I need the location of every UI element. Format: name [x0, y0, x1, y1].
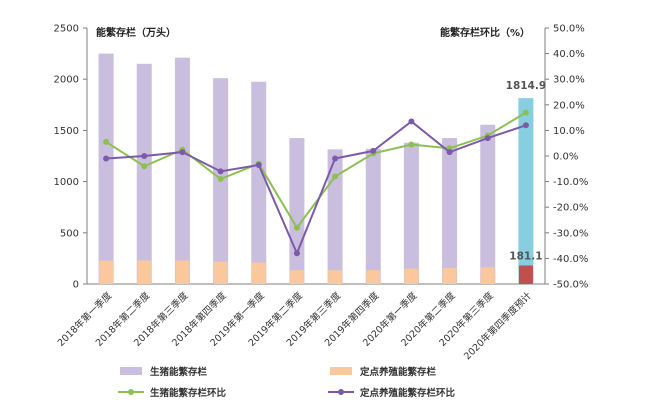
- legend-label: 定点养殖能繁存栏环比: [359, 387, 456, 399]
- mom-breeding-sow-point: [522, 109, 529, 116]
- mom-designated-farm-point: [293, 250, 300, 257]
- bar-designated-farm-stock: [518, 265, 533, 284]
- mom-designated-farm-point: [484, 135, 491, 142]
- left-tick-label: 500: [60, 228, 79, 239]
- bar-designated-farm-stock: [442, 268, 457, 284]
- bar-designated-farm-stock: [137, 260, 152, 284]
- bar-breeding-sow-stock: [251, 81, 267, 284]
- legend-label: 生猪能繁存栏环比: [150, 387, 227, 399]
- data-label-last-small-bar: 181.1: [509, 250, 542, 262]
- bar-breeding-sow-stock: [136, 63, 152, 285]
- category-label: 2020年第四季度预计: [461, 289, 534, 362]
- bar-breeding-sow-stock: [174, 57, 190, 284]
- bar-breeding-sow-stock: [365, 148, 381, 284]
- mom-breeding-sow-point: [217, 176, 224, 183]
- left-axis-title: 能繁存栏（万头）: [96, 26, 176, 39]
- data-label-last-bar: 1814.9: [506, 80, 547, 92]
- bar-designated-farm-stock: [480, 267, 495, 284]
- mom-designated-farm-line: [106, 120, 527, 256]
- bar-breeding-sow-stock: [289, 138, 305, 284]
- right-tick-label: -10.0%: [553, 177, 588, 188]
- bar-breeding-sow-stock: [518, 98, 534, 285]
- mom-designated-farm-point: [446, 149, 453, 156]
- legend-label: 生猪能繁存栏: [150, 366, 208, 378]
- mom-breeding-sow-line: [105, 111, 527, 230]
- right-axis-title: 能繁存栏环比（%）: [440, 26, 530, 39]
- bar-designated-farm-stock: [99, 260, 114, 284]
- right-tick-label: 40.0%: [553, 49, 585, 60]
- right-tick-label: 30.0%: [553, 75, 585, 86]
- mom-designated-farm-point: [370, 147, 377, 154]
- bar-breeding-sow-stock: [403, 142, 419, 284]
- mom-designated-farm-point: [217, 168, 224, 175]
- right-tick-label: 0.0%: [553, 152, 578, 163]
- right-tick-label: 50.0%: [553, 24, 585, 35]
- mom-designated-farm-point: [408, 118, 415, 125]
- bar-breeding-sow-stock: [98, 53, 114, 284]
- right-tick-label: 20.0%: [553, 100, 585, 111]
- mom-breeding-sow-point: [103, 138, 110, 145]
- right-tick-label: -50.0%: [553, 280, 588, 291]
- left-tick-label: 0: [73, 280, 79, 291]
- mom-breeding-sow-point: [408, 141, 415, 148]
- legend-swatch: [120, 367, 142, 375]
- mom-breeding-sow-point: [293, 224, 300, 231]
- mom-designated-farm-point: [332, 155, 339, 162]
- right-tick-label: -40.0%: [553, 254, 588, 265]
- left-tick-label: 1000: [54, 177, 79, 188]
- bar-breeding-sow-stock: [442, 138, 458, 284]
- bar-breeding-sow-stock: [480, 124, 496, 284]
- left-tick-label: 1500: [54, 126, 79, 137]
- bar-designated-farm-stock: [251, 262, 266, 284]
- legend-swatch: [330, 367, 352, 375]
- mom-designated-farm-point: [522, 122, 529, 129]
- mom-designated-farm-point: [179, 149, 186, 156]
- right-tick-label: 10.0%: [553, 126, 585, 137]
- bar-designated-farm-stock: [175, 260, 190, 284]
- bar-designated-farm-stock: [289, 270, 304, 284]
- mom-designated-farm-point: [141, 153, 148, 159]
- bar-designated-farm-stock: [213, 261, 228, 284]
- mom-designated-farm-point: [255, 161, 262, 168]
- mom-breeding-sow-point: [332, 173, 339, 180]
- mom-breeding-sow-point: [141, 163, 148, 170]
- left-tick-label: 2500: [54, 24, 79, 35]
- right-tick-label: -20.0%: [553, 203, 588, 214]
- right-tick-label: -30.0%: [553, 228, 588, 239]
- bar-designated-farm-stock: [328, 270, 343, 284]
- bar-designated-farm-stock: [366, 270, 381, 284]
- legend-label: 定点养殖能繁存栏: [359, 366, 437, 378]
- legend-marker: [338, 389, 344, 395]
- left-tick-label: 2000: [54, 75, 79, 86]
- bar-designated-farm-stock: [404, 268, 419, 284]
- legend-marker: [128, 389, 134, 395]
- mom-designated-farm-point: [103, 155, 110, 162]
